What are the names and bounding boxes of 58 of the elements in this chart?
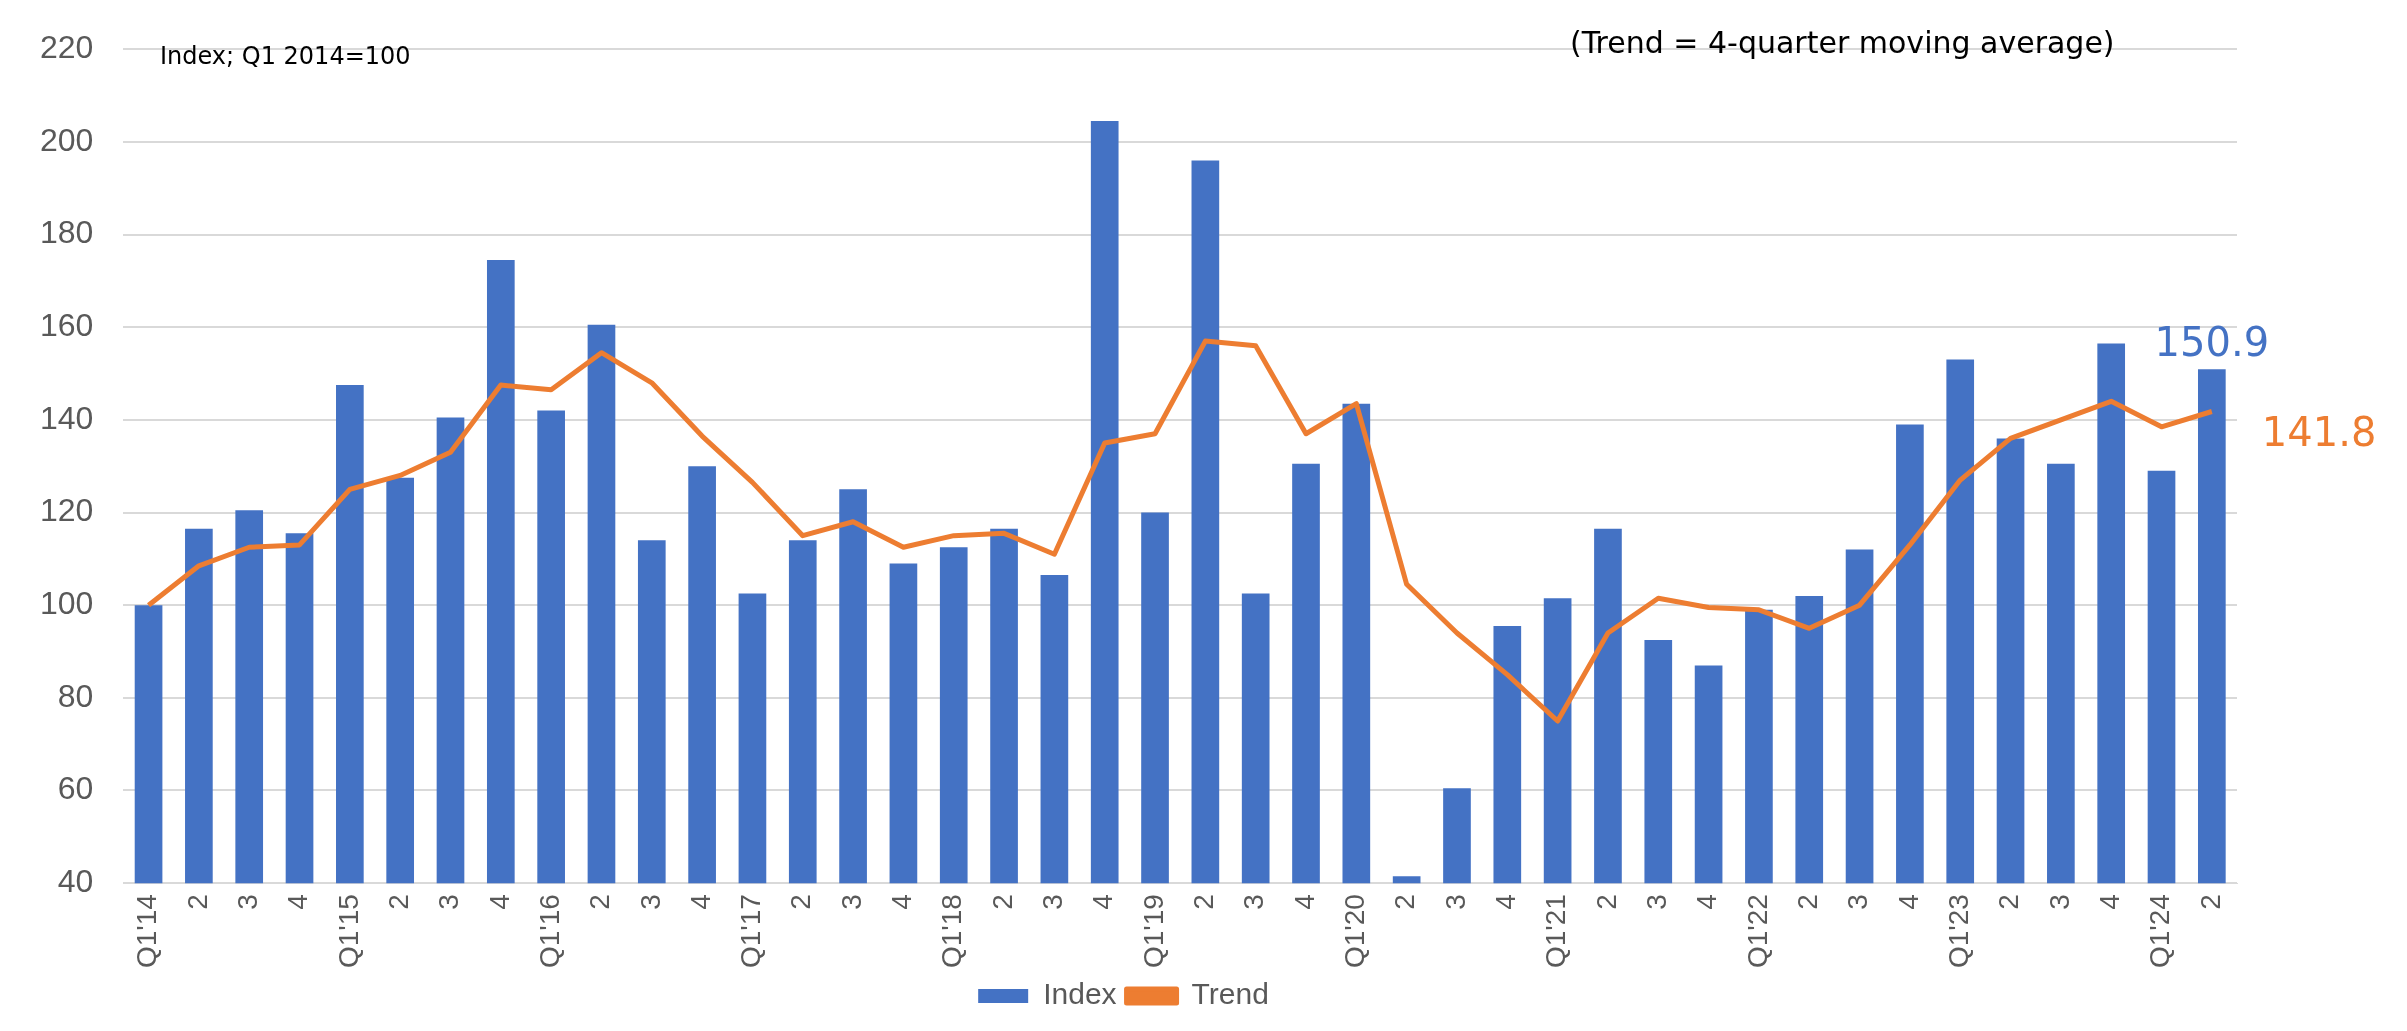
x-tick-label: 3 [634,894,666,910]
x-tick-label: 4 [1691,894,1723,910]
data-label: 150.9 [2154,318,2270,365]
y-tick-label: 180 [40,214,94,251]
annotation: Index; Q1 2014=100 [160,42,411,71]
x-tick-label: 2 [1993,894,2025,910]
x-tick-label: 4 [282,894,314,910]
y-tick-label: 60 [57,770,94,807]
x-tick-label: 3 [1238,894,1270,910]
x-tick-label: 2 [2194,894,2226,910]
data-label: 141.8 [2261,408,2377,455]
y-tick-label: 160 [40,307,94,344]
x-tick-label: Q1'15 [332,894,364,968]
x-tick-label: Q1'20 [1339,894,1371,968]
x-tick-label: 3 [2043,894,2075,910]
x-tick-label: 2 [1188,894,1220,910]
x-tick-label: 4 [2093,894,2125,910]
x-tick-label: 2 [785,894,817,910]
x-tick-label: Q1'19 [1137,894,1169,968]
x-tick-label: 2 [584,894,616,910]
x-tick-label: 2 [382,894,414,910]
x-tick-label: 3 [1037,894,1069,910]
x-tick-label: 2 [181,894,213,910]
x-tick-label: Q1'23 [1942,894,1974,968]
y-tick-label: 140 [40,399,94,436]
x-tick-label: 2 [1389,894,1421,910]
x-tick-label: Q1'17 [735,894,767,968]
x-tick-label: Q1'22 [1741,894,1773,968]
x-tick-label: 4 [1288,894,1320,910]
x-tick-label: 3 [835,894,867,910]
y-tick-label: 100 [40,585,94,621]
y-tick-label: 40 [57,862,94,899]
x-tick-label: 4 [1490,894,1522,910]
x-tick-label: Q1'24 [2144,894,2176,968]
y-tick-label: 200 [40,121,94,158]
x-tick-label: 4 [684,894,716,910]
x-tick-label: 3 [1842,894,1874,910]
legend-label: Index [1043,977,1117,1011]
legend-label: Trend [1191,977,1269,1011]
x-tick-label: Q1'16 [533,894,565,968]
x-tick-label: 4 [483,894,515,910]
x-tick-label: 4 [886,894,918,910]
x-tick-label: 4 [1892,894,1924,910]
x-tick-label: 2 [1791,894,1823,910]
annotation: (Trend = 4-quarter moving average) [1570,24,2115,60]
x-tick-label: 3 [1439,894,1471,910]
x-tick-label: 3 [231,894,263,910]
x-tick-label: Q1'18 [936,894,968,968]
x-tick-label: Q1'14 [131,894,163,968]
x-tick-label: 3 [433,894,465,910]
y-tick-label: 80 [57,677,94,714]
y-tick-label: 220 [40,29,94,66]
x-tick-label: 2 [1590,894,1622,910]
x-tick-label: 3 [1640,894,1672,910]
x-tick-label: 4 [1087,894,1119,910]
x-tick-label: Q1'21 [1540,894,1572,968]
y-tick-label: 120 [40,492,94,529]
x-tick-label: 2 [986,894,1018,910]
